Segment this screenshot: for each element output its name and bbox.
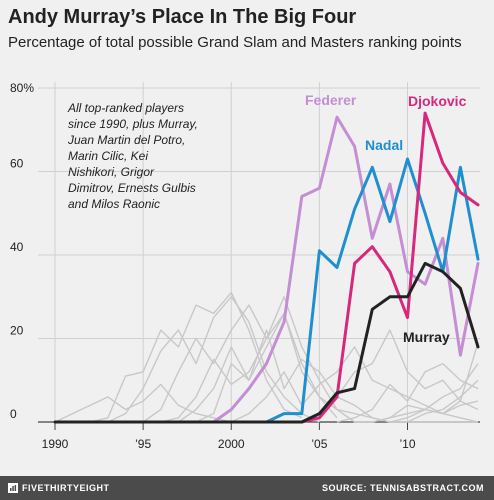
background-player-line [90, 296, 320, 423]
annotation-line: Nishikori, Grigor [68, 165, 155, 179]
brand-name: FIVETHIRTYEIGHT [22, 483, 110, 493]
series-label-nadal: Nadal [365, 137, 403, 153]
chart-subtitle: Percentage of total possible Grand Slam … [8, 34, 462, 51]
background-player-line [125, 304, 338, 423]
annotation-line: since 1990, plus Murray, [68, 117, 198, 131]
y-tick-label: 80% [10, 81, 34, 95]
x-tick-label: ’10 [399, 437, 415, 451]
annotation-line: All top-ranked players [67, 101, 184, 115]
series-line-djokovic [282, 111, 480, 424]
y-tick-label: 0 [10, 407, 17, 421]
source-credit: SOURCE: TENNISABSTRACT.COM [321, 483, 484, 493]
background-player-line [336, 362, 479, 423]
x-tick-label: ’05 [311, 437, 327, 451]
annotation-line: Juan Martin del Potro, [67, 133, 185, 147]
background-player-line [54, 383, 232, 423]
x-tick-label: ’95 [135, 437, 151, 451]
background-player-line [407, 379, 479, 423]
x-tick-label: 1990 [42, 437, 69, 451]
annotation-line: and Milos Raonic [68, 197, 160, 211]
annotation-line: Dimitrov, Ernests Gulbis [68, 181, 196, 195]
line-chart: 0 20 40 60 80% 1990 ’95 2000 ’05 ’10 Federer Nadal D… [10, 81, 480, 451]
chart-title: Andy Murray’s Place In The Big Four [8, 6, 357, 28]
series-label-murray: Murray [403, 329, 450, 345]
x-tick-label: 2000 [218, 437, 245, 451]
fivethirtyeight-logo-icon [8, 483, 18, 493]
series-line-nadal [265, 157, 480, 424]
y-tick-label: 60 [10, 157, 24, 171]
background-player-line [177, 329, 391, 423]
brand: FIVETHIRTYEIGHT [8, 483, 110, 493]
background-player-line [195, 312, 478, 423]
y-tick-label: 40 [10, 240, 24, 254]
series-line-federer [194, 115, 480, 424]
background-player-line [55, 291, 303, 423]
footer-bar: FIVETHIRTYEIGHT SOURCE: TENNISABSTRACT.C… [0, 476, 494, 500]
series-line-murray [53, 261, 480, 424]
y-tick-label: 20 [10, 324, 24, 338]
series-label-djokovic: Djokovic [408, 93, 467, 109]
annotation-line: Marin Cilic, Kei [68, 149, 148, 163]
series-label-federer: Federer [305, 92, 357, 108]
